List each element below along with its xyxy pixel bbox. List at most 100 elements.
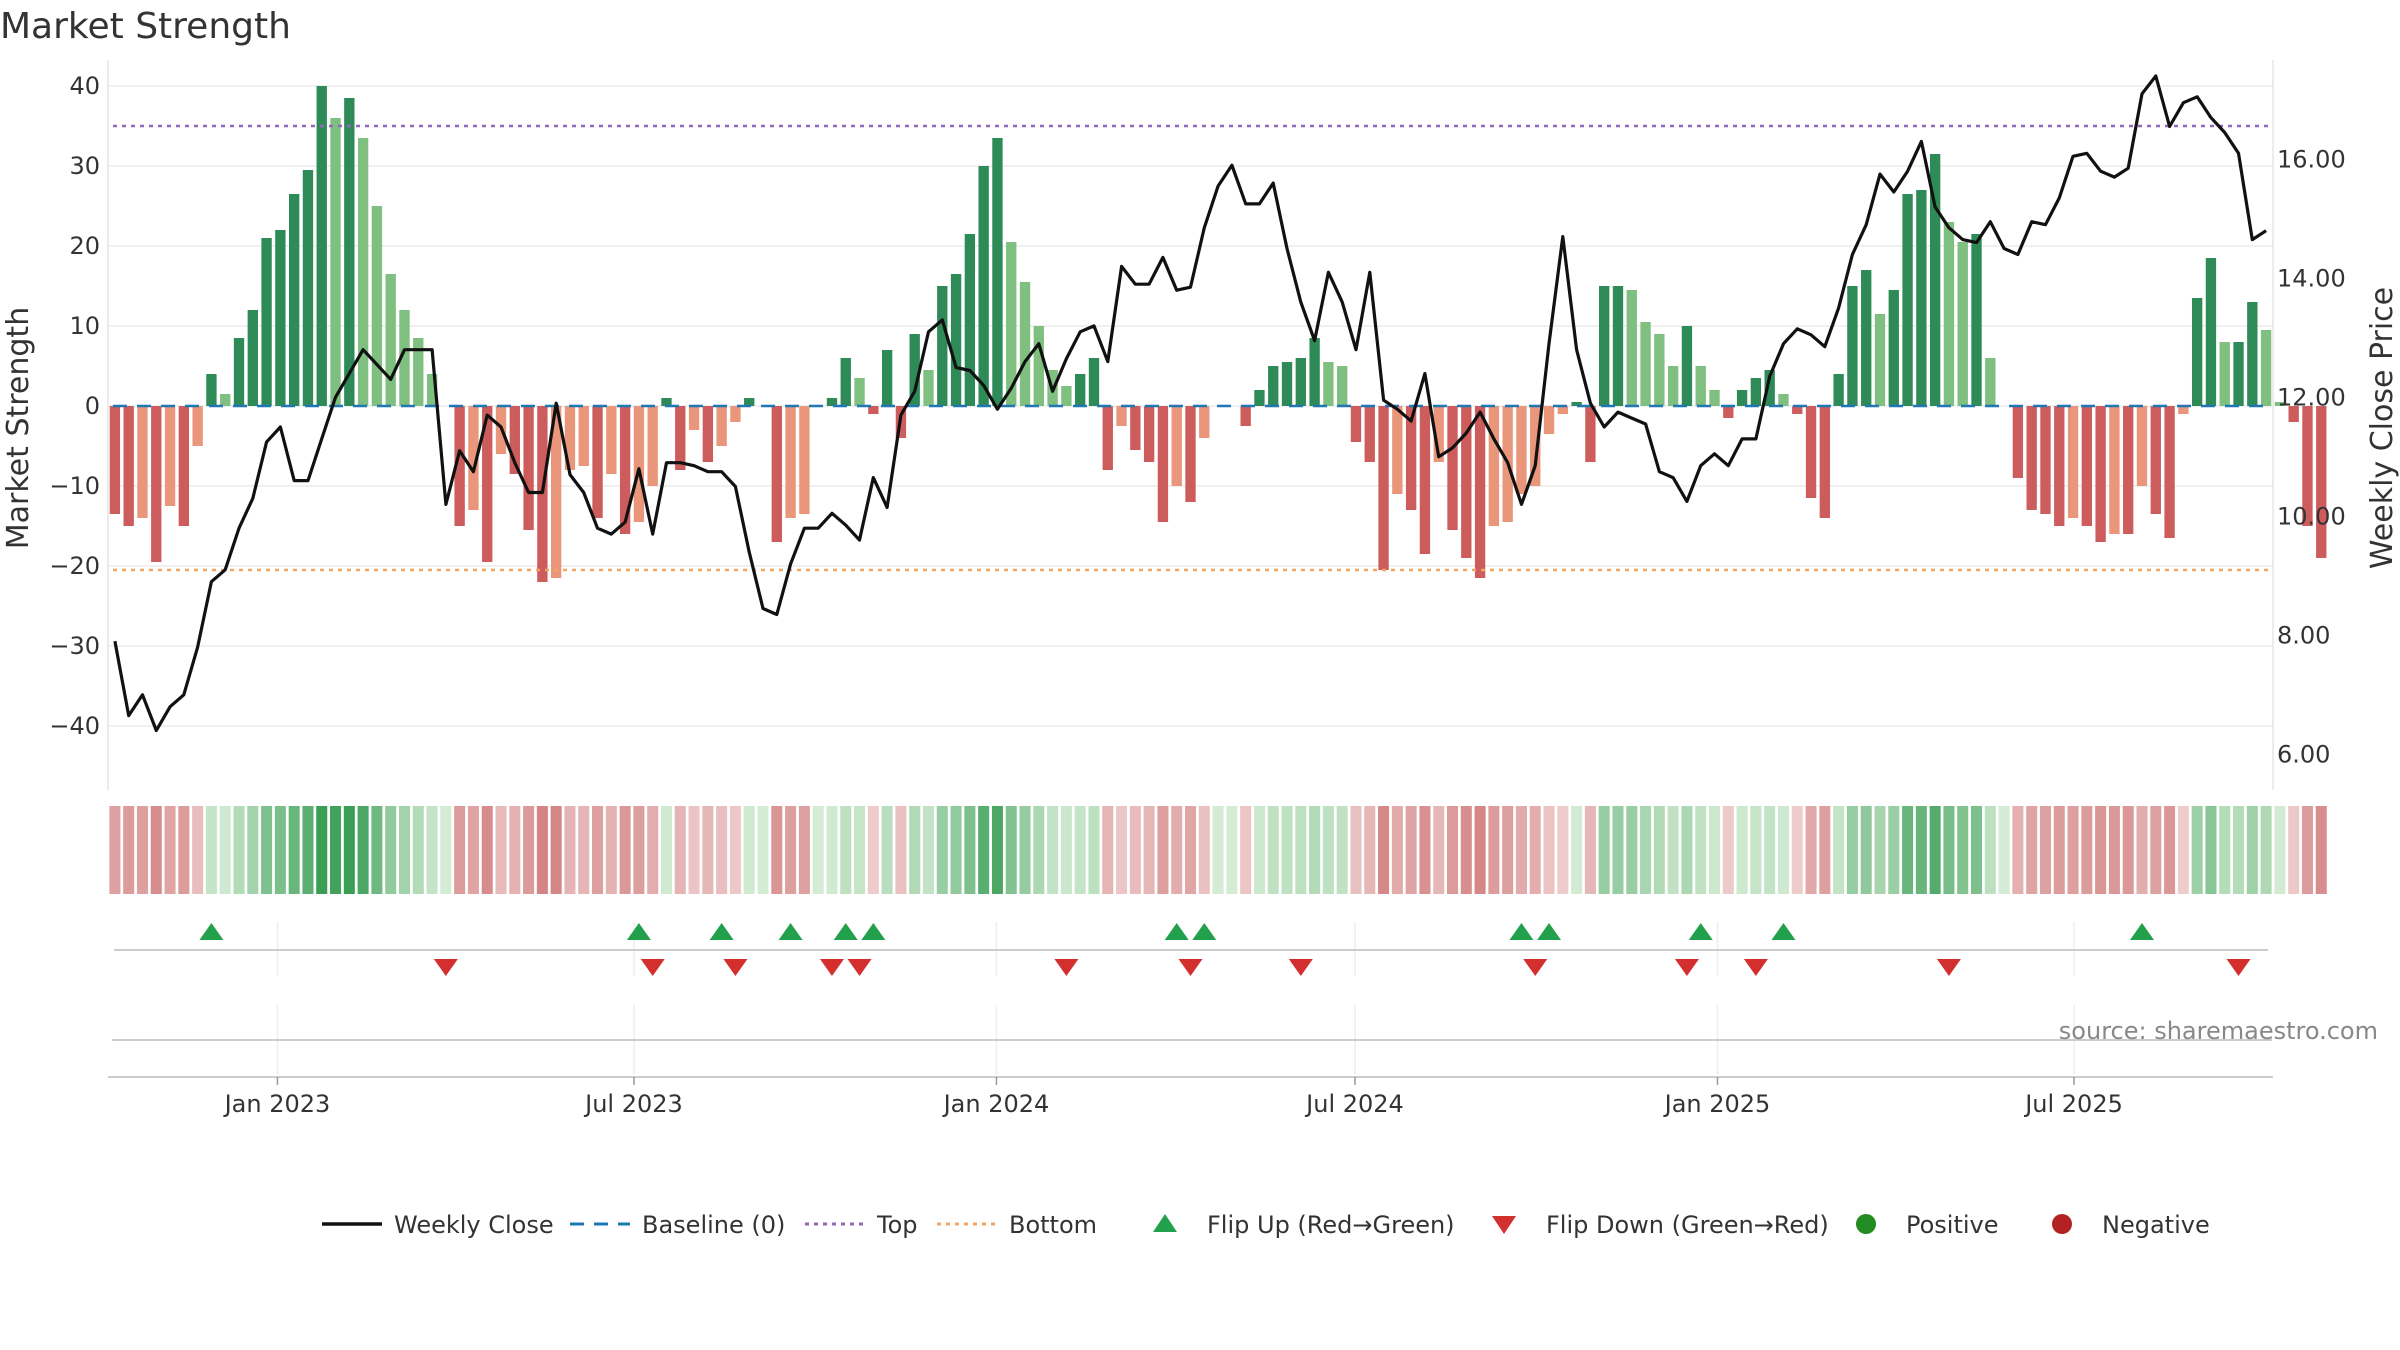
strength-bar: [1254, 390, 1265, 406]
strength-bar: [1268, 366, 1279, 406]
strength-bar: [330, 118, 341, 406]
heat-cell: [757, 806, 769, 894]
heat-cell: [1846, 806, 1858, 894]
strength-bar: [123, 406, 134, 526]
strength-heat-strip: [109, 806, 2327, 894]
strength-bar: [1061, 386, 1072, 406]
strength-bar: [509, 406, 520, 474]
flip-markers-panel: [114, 922, 2268, 976]
legend-swatch-circle: [2052, 1214, 2072, 1234]
legend-item: Top: [805, 1211, 918, 1239]
strength-bar: [247, 310, 258, 406]
legend-item: Flip Down (Green→Red): [1492, 1211, 1829, 1239]
flip-down-marker: [1523, 959, 1548, 976]
heat-cell: [688, 806, 700, 894]
strength-bars: [109, 86, 2327, 582]
heat-cell: [1281, 806, 1293, 894]
heat-cell: [343, 806, 355, 894]
heat-cell: [1474, 806, 1486, 894]
heat-cell: [123, 806, 135, 894]
strength-bar: [206, 374, 217, 406]
heat-cell: [205, 806, 217, 894]
strength-bar: [357, 138, 369, 406]
heat-cell: [2053, 806, 2065, 894]
left-tick-label: −30: [49, 632, 100, 660]
chart-title: Market Strength: [0, 6, 291, 47]
strength-bar: [1640, 322, 1651, 406]
strength-bar: [1488, 406, 1500, 526]
strength-bar: [854, 378, 865, 406]
heat-cell: [1226, 806, 1238, 894]
heat-cell: [1378, 806, 1390, 894]
strength-bar: [1088, 358, 1100, 406]
flip-up-marker: [1164, 923, 1189, 940]
heat-cell: [1171, 806, 1183, 894]
heat-cell: [1488, 806, 1500, 894]
strength-bar: [261, 238, 272, 406]
strength-bar: [1888, 290, 1899, 406]
flip-down-marker: [819, 959, 844, 976]
strength-bar: [1667, 366, 1679, 406]
heat-cell: [2288, 806, 2300, 894]
strength-bar: [2095, 406, 2106, 542]
legend-item: Weekly Close: [322, 1211, 554, 1239]
strength-bar: [2040, 406, 2051, 514]
heat-cell: [1047, 806, 1059, 894]
strength-bar: [1571, 402, 1582, 406]
strength-bar: [730, 406, 741, 422]
strength-bar: [1116, 406, 1127, 426]
strength-bar: [2233, 342, 2244, 406]
strength-bar: [1557, 406, 1568, 414]
heat-cell: [2246, 806, 2258, 894]
strength-bar: [316, 86, 327, 406]
flip-down-marker: [1288, 959, 1313, 976]
strength-bar: [1461, 406, 1472, 558]
heat-cell: [1212, 806, 1224, 894]
strength-bar: [619, 406, 631, 534]
heat-cell: [674, 806, 686, 894]
strength-bar: [1543, 406, 1555, 434]
heat-cell: [1433, 806, 1445, 894]
heat-cell: [1557, 806, 1569, 894]
strength-bar: [1612, 286, 1624, 406]
heat-cell: [2136, 806, 2148, 894]
strength-bar: [1295, 358, 1306, 406]
heat-cell: [261, 806, 273, 894]
heat-cell: [192, 806, 204, 894]
heat-cell: [467, 806, 479, 894]
strength-bar: [1599, 286, 1610, 406]
strength-bar: [2109, 406, 2120, 534]
strength-bar: [344, 98, 355, 406]
legend-item: Negative: [2052, 1211, 2210, 1239]
heat-cell: [150, 806, 162, 894]
flip-up-marker: [709, 923, 734, 940]
strength-bar: [702, 406, 714, 462]
heat-cell: [840, 806, 852, 894]
heat-cell: [1088, 806, 1100, 894]
strength-bar: [2054, 406, 2065, 526]
strength-bar: [1695, 366, 1706, 406]
legend-item: Bottom: [937, 1211, 1097, 1239]
flip-up-marker: [1537, 923, 1562, 940]
strength-bar: [1281, 362, 1293, 406]
heat-cell: [1708, 806, 1721, 894]
strength-bar: [2164, 406, 2175, 538]
heat-cell: [812, 806, 824, 894]
grid-layer: [107, 60, 2274, 790]
legend-label: Weekly Close: [394, 1211, 554, 1239]
flip-down-marker: [1743, 959, 1768, 976]
heat-cell: [1612, 806, 1624, 894]
heat-cell: [564, 806, 576, 894]
strength-bar: [1847, 286, 1858, 406]
strength-bar: [881, 350, 893, 406]
heat-cell: [1598, 806, 1610, 894]
legend-swatch-tri-down: [1492, 1216, 1516, 1234]
heat-cell: [164, 806, 176, 894]
heat-cell: [2177, 806, 2189, 894]
heat-cell: [1295, 806, 1307, 894]
strength-bar: [909, 334, 920, 406]
heat-cell: [2233, 806, 2245, 894]
left-tick-label: 40: [69, 72, 100, 100]
